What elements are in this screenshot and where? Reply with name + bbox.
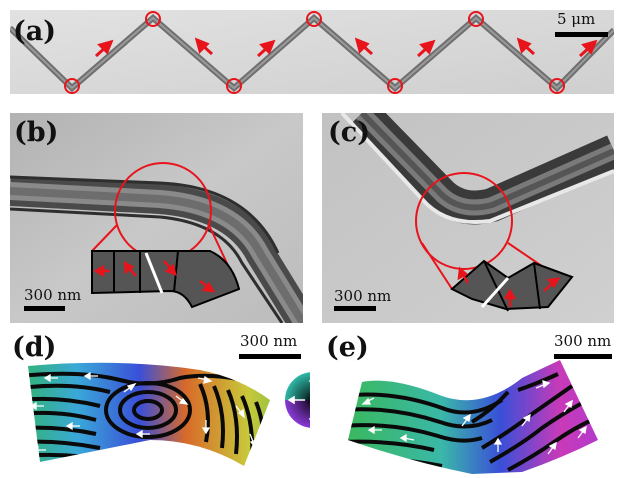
scalebar-d (239, 354, 301, 359)
panel-label-c: (c) (328, 117, 370, 148)
magnetization-arrow-icon (256, 39, 276, 58)
circle-marker-icon (306, 11, 322, 27)
magnetization-arrow-icon (354, 37, 374, 56)
circle-marker-icon (64, 78, 80, 94)
panel-label-d: (d) (12, 332, 57, 363)
panel-e: (e) 300 nm (322, 330, 620, 478)
magnetization-arrow-icon (194, 37, 214, 56)
panel-a: (a) 5 μm (10, 10, 614, 94)
scalebar-label-b: 300 nm (24, 286, 82, 304)
magnetization-arrow-icon (521, 413, 531, 427)
scalebar-label-c: 300 nm (334, 287, 392, 305)
magnetization-arrow-icon (163, 260, 177, 277)
scalebar-a (555, 32, 608, 37)
circle-marker-icon (226, 78, 242, 94)
magnetization-arrow-icon (65, 421, 80, 431)
magnetization-arrow-icon (457, 266, 470, 284)
circle-marker-icon (145, 11, 161, 27)
magnetization-arrow-icon (577, 425, 587, 439)
magnetization-arrow-icon (175, 395, 189, 405)
magnetization-arrow-icon (461, 413, 471, 427)
holography-map-d (28, 362, 270, 466)
zigzag-wire-image (10, 10, 614, 94)
magnetization-arrow-icon (367, 425, 382, 435)
panel-label-e: (e) (326, 332, 369, 363)
magnetization-arrow-icon (416, 39, 436, 58)
magnetization-arrow-icon (535, 380, 551, 389)
magnetization-arrow-icon (361, 397, 375, 405)
scalebar-label-d: 300 nm (240, 332, 298, 350)
magnetization-arrow-icon (83, 371, 98, 381)
circle-marker-icon (387, 78, 403, 94)
magnetization-arrow-icon (201, 420, 211, 435)
magnetization-arrow-icon (135, 429, 150, 439)
magnetization-arrow-icon (197, 375, 213, 384)
domain-wall (480, 276, 510, 309)
magnetization-arrow-icon (578, 39, 598, 58)
magnetization-arrow-icon (94, 39, 114, 58)
scalebar-b (24, 306, 65, 311)
circle-markers (64, 11, 565, 94)
panel-label-b: (b) (14, 117, 59, 148)
scalebar-c (334, 306, 376, 311)
magnetization-arrow-icon (543, 277, 561, 292)
magnetization-arrow-icon (43, 373, 58, 383)
magnetization-arrow-icon (29, 401, 44, 411)
magnetization-arrow-icon (123, 260, 137, 277)
scalebar-e (554, 354, 612, 359)
magnetization-arrow-icon (199, 280, 216, 293)
magnetization-arrow-icon (399, 433, 415, 443)
circle-marker-icon (549, 78, 565, 94)
panel-d: (d) 300 nm (0, 330, 310, 478)
scalebar-label-e: 300 nm (554, 332, 612, 350)
zoom-circle (415, 172, 513, 270)
magnetization-arrow-icon (93, 264, 110, 278)
magnetization-arrow-icon (563, 399, 573, 413)
panel-c: (c) 300 nm (322, 113, 614, 323)
magnetization-arrow-icon (516, 37, 536, 56)
circle-marker-icon (468, 11, 484, 27)
magnetization-arrow-icon (493, 437, 503, 452)
magnetization-arrow-icon (123, 382, 137, 393)
magnetization-arrow-icon (547, 441, 557, 455)
tem-image-c (322, 113, 614, 323)
tem-image-b (10, 113, 303, 323)
scalebar-label-a: 5 μm (557, 10, 596, 28)
magnetization-arrow-icon (503, 288, 517, 307)
panel-b: (b) 300 nm (10, 113, 303, 323)
panel-label-a: (a) (13, 16, 57, 47)
domain-wall (144, 252, 164, 294)
domain-sketch (450, 259, 574, 311)
magnetization-arrows (94, 37, 598, 58)
color-wheel-icon (285, 372, 310, 428)
holography-map-e (348, 360, 598, 474)
magnetization-arrow-icon (235, 405, 245, 419)
